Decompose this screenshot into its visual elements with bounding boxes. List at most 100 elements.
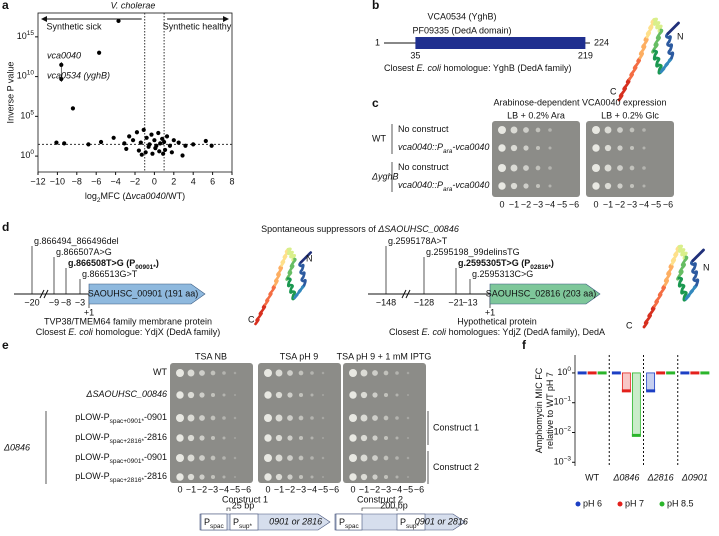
strain-label: ΔSAOUHSC_00846 [85, 389, 167, 399]
spacer-label: 25 bp [232, 500, 255, 510]
position-label: 1 [375, 37, 380, 47]
colony-spot [233, 416, 237, 420]
data-point [171, 138, 176, 143]
colony-spot [535, 165, 541, 171]
y-tick-label-part: 10 [20, 150, 30, 160]
colony-spot [234, 476, 236, 478]
position-label: 219 [578, 50, 593, 60]
promoter-label-part: P [204, 517, 210, 527]
data-point [130, 138, 136, 143]
dilution-label: −6 [663, 199, 673, 209]
mutation-label: g.866507A>G [56, 247, 112, 257]
dilution-label: −6 [241, 484, 251, 494]
mutation-label: g.2595198_99delinsTG [426, 247, 520, 257]
mutation-label-part: g.866513G>T [82, 269, 138, 279]
dilution-label: −5 [230, 484, 240, 494]
colony-spot [372, 415, 378, 421]
domain-name: PF09335 (DedA domain) [412, 25, 511, 35]
homologue-text: Closest E. coli homologues: YdjZ (DedA f… [389, 327, 605, 337]
y-tick-label-part: −2 [564, 426, 572, 433]
data-point [162, 139, 167, 145]
strain-label-part: spac+2816* [110, 477, 145, 484]
colony-spot [210, 474, 216, 480]
mutation-label: g.866508T>G (P00901*) [68, 258, 159, 271]
mutation-label-part: g.2595198_99delinsTG [426, 247, 520, 257]
homologue-text-part: Closest [389, 327, 422, 337]
helix [298, 260, 307, 287]
dilution-label: −1 [359, 484, 369, 494]
colony-spot [310, 436, 314, 440]
construct-name: Construct 2 [357, 494, 403, 504]
helix [651, 28, 664, 54]
description: TVP38/TMEM64 family membrane protein [44, 316, 212, 326]
colony-spot [199, 392, 205, 398]
helix [684, 283, 698, 301]
spacer-bracket [361, 507, 398, 511]
gene-label: 0901 or 2816 [269, 516, 322, 526]
x-axis-label-part: MFC (Δ [101, 191, 132, 201]
y-tick-label-part: 10 [554, 457, 564, 467]
colony-spot [395, 475, 399, 479]
colony-spot [510, 144, 518, 152]
data-point [139, 152, 144, 157]
legend-label: pH 8.5 [667, 498, 694, 508]
helix [642, 304, 656, 329]
colony-spot [222, 475, 226, 479]
colony-spot [604, 126, 612, 134]
terminus-label: N [703, 262, 710, 272]
helix [665, 32, 675, 60]
colony-spot [210, 392, 216, 398]
helix [638, 35, 649, 60]
colony-spot [176, 391, 184, 399]
colony-spot [383, 415, 389, 421]
construct-name: Construct 1 [222, 494, 268, 504]
colony-spot [222, 456, 226, 460]
data-point [143, 150, 148, 155]
dilution-label: −5 [318, 484, 328, 494]
strain-label-part: WT [153, 367, 167, 377]
bar [631, 372, 641, 436]
colony-spot [298, 455, 304, 461]
data-point [98, 139, 104, 145]
homologue-text-part: homologue: YghB (DedA family) [441, 63, 571, 73]
mutation-label-part: 00901* [135, 264, 156, 271]
y-tick-label-part: 10 [17, 31, 27, 41]
construct-label: vca0040::Para-vca0040 [398, 180, 489, 193]
dilution-label: −4 [307, 484, 317, 494]
colony-spot [372, 435, 378, 441]
helix [677, 276, 688, 302]
construct-label-part: -vca0040 [452, 180, 489, 190]
panel-label: c [372, 96, 379, 110]
colony-spot [617, 165, 623, 171]
colony-spot [407, 476, 409, 478]
colony-spot [407, 437, 409, 439]
dilution-label: −5 [651, 199, 661, 209]
colony-spot [298, 435, 304, 441]
colony-spot [349, 454, 357, 462]
construct-label: Construct 1 [433, 422, 479, 432]
axis-break [401, 289, 411, 299]
legend-marker [659, 501, 665, 507]
construct-label: Construct 2 [433, 462, 479, 472]
data-point [97, 50, 102, 55]
colony-spot [617, 145, 623, 151]
agar-plate [258, 363, 341, 483]
y-tick-label-part: 0 [567, 366, 571, 373]
helix [691, 248, 705, 262]
construct-label: No construct [398, 162, 449, 172]
helix [690, 259, 700, 287]
colony-spot [548, 184, 552, 188]
data-point [158, 141, 163, 146]
colony-spot [310, 475, 314, 479]
colony-spot [360, 434, 368, 442]
colony-spot [642, 184, 646, 188]
y-tick-label-part: 10 [557, 367, 567, 377]
colony-spot [298, 474, 304, 480]
colony-spot [298, 415, 304, 421]
helix [628, 56, 642, 81]
colony-spot [176, 414, 184, 422]
x-tick-label: −10 [50, 176, 65, 186]
x-tick-label: −12 [30, 176, 45, 186]
y-axis-label: Inverse P value [5, 62, 15, 124]
colony-spot [176, 473, 184, 481]
